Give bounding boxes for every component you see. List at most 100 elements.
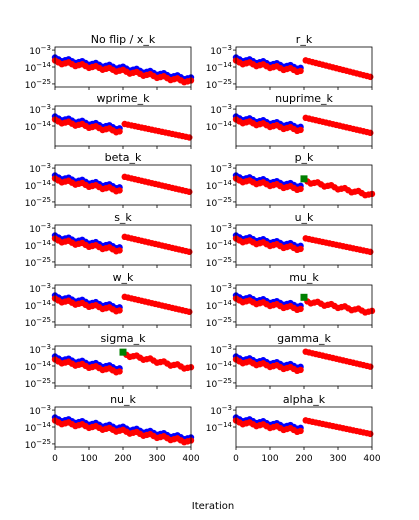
series-1 — [51, 233, 193, 256]
y-tick-label: 10−14 — [25, 179, 52, 192]
y-tick-label: 10−3 — [210, 162, 232, 175]
y-tick-label: 10−14 — [206, 421, 233, 434]
subplot-title: gamma_k — [277, 332, 331, 345]
subplot-0: No flip / x_k 10−3 10−14 10−25 — [25, 33, 195, 91]
data-point — [367, 363, 374, 370]
data-point — [116, 187, 123, 194]
subplot-title: u_k — [295, 211, 314, 224]
subplot-9: mu_k 10−3 10−14 10−25 — [206, 271, 376, 329]
subplot-1: r_k 10−3 10−14 10−25 — [206, 33, 374, 91]
y-tick-label: 10−3 — [29, 103, 51, 116]
x-tick-label: 400 — [182, 454, 199, 464]
data-point — [367, 129, 374, 137]
data-point — [116, 368, 123, 375]
data-point — [297, 185, 304, 193]
x-tick-label: 100 — [261, 454, 278, 464]
subplot-title: w_k — [113, 271, 134, 284]
y-tick-label: 10−14 — [206, 239, 233, 252]
data-point — [300, 175, 308, 183]
subplot-title: alpha_k — [283, 393, 326, 406]
series-1 — [51, 293, 193, 316]
series-1 — [51, 417, 195, 446]
series-1 — [51, 57, 195, 86]
y-tick-label: 10−14 — [25, 299, 52, 312]
y-tick-label: 10−14 — [25, 421, 52, 434]
x-tick-label: 0 — [233, 454, 239, 464]
y-tick-label: 10−14 — [25, 360, 52, 373]
series-1 — [51, 173, 193, 196]
data-point — [300, 293, 308, 301]
y-tick-label: 10−25 — [25, 78, 51, 91]
y-tick-label: 10−25 — [25, 316, 51, 329]
x-axis-label: Iteration — [192, 501, 234, 512]
data-point — [186, 248, 193, 256]
series-1 — [51, 351, 195, 376]
y-tick-label: 10−3 — [210, 103, 232, 116]
subplot-title: beta_k — [105, 151, 142, 164]
y-tick-label: 10−3 — [210, 222, 232, 235]
x-tick-label: 100 — [80, 454, 97, 464]
data-point — [116, 307, 123, 314]
y-tick-label: 10−3 — [29, 222, 51, 235]
y-tick-label: 10−3 — [29, 282, 51, 295]
data-point — [116, 247, 123, 254]
subplot-6: s_k 10−3 10−14 10−25 — [25, 211, 193, 269]
series-2 — [119, 348, 127, 356]
data-point — [297, 245, 304, 253]
x-tick-label: 0 — [52, 454, 58, 464]
subplot-title: wprime_k — [97, 92, 151, 105]
data-point — [186, 308, 193, 316]
y-tick-label: 10−3 — [210, 282, 232, 295]
series-1 — [232, 295, 376, 316]
y-tick-label: 10−25 — [25, 196, 51, 209]
y-tick-label: 10−14 — [206, 61, 233, 74]
series-2 — [300, 175, 308, 183]
subplot-5: p_k 10−3 10−14 10−25 — [206, 151, 376, 209]
data-point — [119, 348, 127, 356]
data-point — [367, 73, 374, 81]
y-tick-label: 10−3 — [29, 404, 51, 417]
series-1 — [232, 417, 374, 438]
data-point — [116, 128, 123, 135]
series-1 — [51, 116, 193, 141]
subplot-3: nuprime_k 10−3 10−14 — [206, 92, 374, 149]
subplot-10: sigma_k 10−3 10−14 10−25 — [25, 332, 195, 390]
series-2 — [300, 293, 308, 301]
x-tick-label: 400 — [363, 454, 380, 464]
data-point — [367, 248, 374, 256]
data-point — [297, 427, 304, 435]
y-tick-label: 10−3 — [210, 44, 232, 57]
x-tick-label: 200 — [295, 454, 312, 464]
subplot-7: u_k 10−3 10−14 10−25 — [206, 211, 374, 269]
series-1 — [232, 175, 376, 199]
subplot-title: r_k — [296, 33, 313, 46]
x-tick-label: 200 — [114, 454, 131, 464]
y-tick-label: 10−14 — [206, 120, 233, 133]
data-point — [297, 126, 304, 134]
series-1 — [232, 114, 374, 137]
y-tick-label: 10−14 — [25, 61, 52, 74]
data-point — [297, 67, 304, 75]
y-tick-label: 10−25 — [206, 78, 232, 91]
y-tick-label: 10−3 — [210, 343, 232, 356]
subplot-2: wprime_k 10−3 10−14 — [25, 92, 193, 149]
y-tick-label: 10−25 — [25, 256, 51, 269]
y-tick-label: 10−25 — [206, 316, 232, 329]
subplot-11: gamma_k 10−3 10−14 10−25 — [206, 332, 374, 390]
subplot-12: nu_k 10−3 10−14 10−250 100 200 300 400 — [25, 393, 200, 464]
data-point — [367, 430, 374, 438]
y-tick-label: 10−25 — [206, 377, 232, 390]
subplot-title: nuprime_k — [275, 92, 333, 105]
subplot-title: p_k — [295, 151, 314, 164]
x-tick-label: 300 — [329, 454, 346, 464]
x-tick-label: 300 — [148, 454, 165, 464]
data-point — [297, 366, 304, 374]
y-tick-label: 10−3 — [29, 44, 51, 57]
series-1 — [232, 235, 374, 256]
subplot-title: No flip / x_k — [91, 33, 156, 46]
subplot-title: mu_k — [289, 271, 319, 284]
series-1 — [232, 348, 374, 375]
y-tick-label: 10−14 — [25, 239, 52, 252]
